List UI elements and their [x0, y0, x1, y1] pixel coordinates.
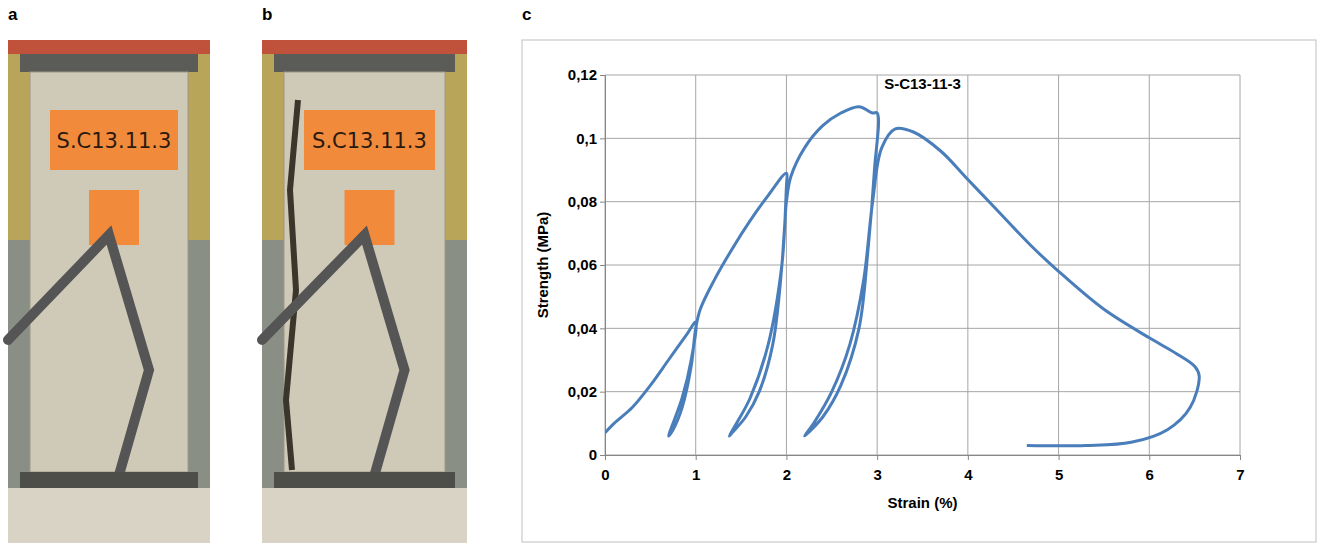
debris: [8, 488, 210, 543]
tick: 2: [783, 455, 791, 483]
grid: [605, 75, 1240, 455]
tick-label: 5: [1055, 466, 1063, 483]
tick: 0,12: [568, 66, 605, 83]
tick-label: 6: [1146, 466, 1154, 483]
grid-line-y: [605, 265, 1240, 266]
base-plate: [20, 472, 198, 488]
crack: [286, 100, 298, 470]
grid-line-x: [786, 75, 787, 455]
plot-marks: [605, 107, 1199, 446]
tick: 1: [692, 455, 700, 483]
tick-label: 0,06: [568, 256, 597, 273]
tick-mark: [1059, 455, 1060, 460]
axis-line: [606, 456, 1241, 461]
figure: a S.C13.11.3 b S.C13.11.3 c 0 0,02 0,04 0,06 0,08…: [0, 0, 1320, 545]
tick: 5: [1055, 455, 1063, 483]
specimen-label-text: S.C13.11.3: [312, 129, 427, 153]
tick: 3: [873, 455, 881, 483]
tick: 6: [1146, 455, 1154, 483]
panel-letter: a: [8, 5, 18, 24]
tick-label: 0: [601, 466, 609, 483]
tick: 0,04: [568, 320, 605, 337]
debris: [262, 488, 467, 543]
tick-mark: [600, 265, 605, 266]
grid-line-x: [1240, 75, 1241, 455]
base-plate: [274, 472, 455, 488]
specimen: [30, 72, 188, 472]
specimen-label: [304, 110, 435, 170]
panel-letter: b: [262, 5, 272, 24]
grid-line-x: [695, 75, 696, 455]
load-plate-top: [262, 40, 467, 54]
panel-letter: c: [522, 5, 531, 24]
load-plate: [20, 54, 198, 72]
photo-background: [262, 40, 467, 543]
specimen-label: [50, 110, 178, 170]
tick: 0,08: [568, 193, 605, 210]
tick-mark: [600, 455, 605, 456]
tick-label: 3: [873, 466, 881, 483]
specimen: [284, 72, 445, 472]
tick-label: 0,1: [576, 130, 597, 147]
tick: 0,06: [568, 256, 605, 273]
x-axis-title: Strain (%): [887, 494, 957, 511]
grid-line-x: [967, 75, 968, 455]
specimen-label-text: S.C13.11.3: [57, 129, 172, 153]
tick-label: 0: [589, 446, 597, 463]
tick: 0,02: [568, 383, 605, 400]
tick-label: 2: [783, 466, 791, 483]
photo: S.C13.11.3: [262, 40, 467, 543]
tick-mark: [1149, 455, 1150, 460]
tick-mark: [1240, 455, 1241, 460]
chart-title: S-C13-11-3: [884, 75, 961, 92]
tick-label: 1: [692, 466, 700, 483]
grid-line-y: [605, 201, 1240, 202]
data-line: [605, 107, 1199, 446]
tick: 0: [601, 455, 609, 483]
tick-label: 0,04: [568, 320, 598, 337]
grid-line-x: [1058, 75, 1059, 455]
y-axis-title: Strength (MPa): [534, 212, 551, 319]
tick: 0: [589, 446, 605, 463]
tick: 0,1: [576, 130, 605, 147]
load-plate: [274, 54, 455, 72]
tick-mark: [600, 328, 605, 329]
tick-label: 4: [964, 466, 973, 483]
axis-line: [600, 76, 606, 456]
tick-label: 0,12: [568, 66, 597, 83]
tick-mark: [600, 392, 605, 393]
chart-frame: [522, 40, 1316, 542]
y-axis: 0 0,02 0,04 0,06 0,08 0,1 0,12: [568, 66, 606, 463]
tick-mark: [600, 138, 605, 139]
tick-mark: [600, 75, 605, 76]
tick-label: 0,02: [568, 383, 597, 400]
grid-line-y: [605, 391, 1240, 392]
tick-mark: [877, 455, 878, 460]
grid-line-x: [1149, 75, 1150, 455]
tick-mark: [786, 455, 787, 460]
load-plate-top: [8, 40, 210, 54]
photo-background: [8, 40, 210, 543]
tick: 7: [1236, 455, 1244, 483]
tick-label: 0,08: [568, 193, 597, 210]
tick: 4: [964, 455, 973, 483]
extensometer: [8, 235, 149, 510]
x-axis: 0 1 2 3 4 5 6 7: [601, 455, 1244, 483]
tick-mark: [968, 455, 969, 460]
extensometer: [262, 235, 405, 510]
grid-line-y: [605, 328, 1240, 329]
tick-mark: [696, 455, 697, 460]
tick-mark: [600, 202, 605, 203]
photo: S.C13.11.3: [8, 40, 210, 543]
tick-label: 7: [1236, 466, 1244, 483]
tick-mark: [605, 455, 606, 460]
